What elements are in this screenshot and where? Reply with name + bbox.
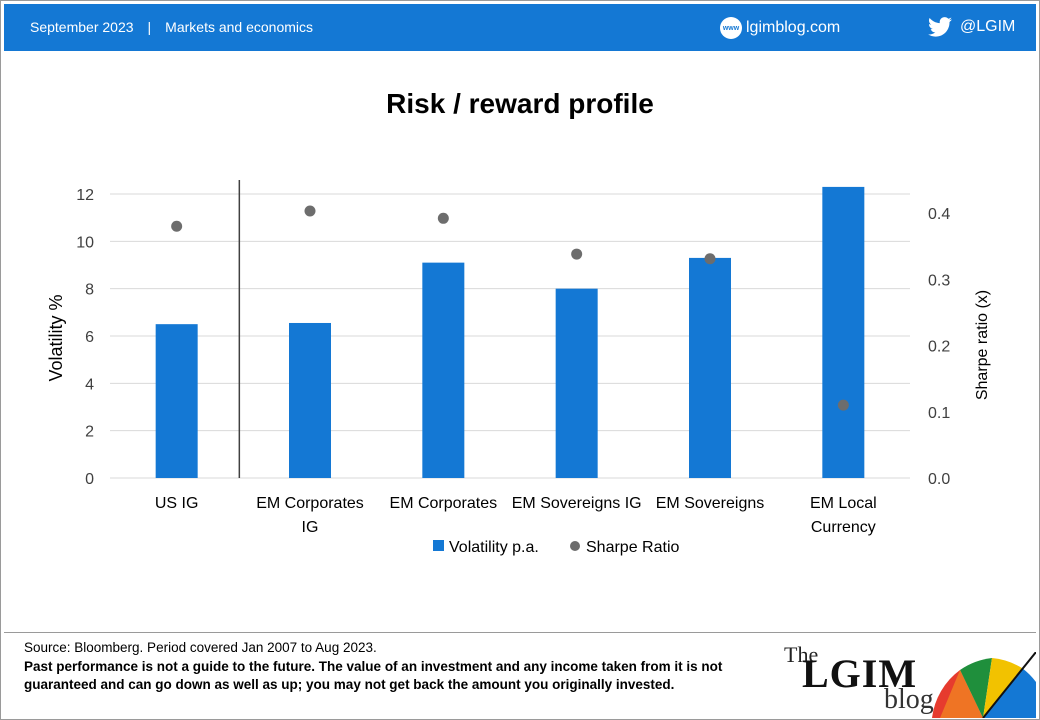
y2-tick-label: 0.1 (928, 405, 950, 422)
y2-axis-title: Sharpe ratio (x) (974, 290, 991, 400)
disclaimer-text: Past performance is not a guide to the f… (24, 659, 723, 692)
umbrella-logo-icon (932, 652, 1036, 718)
sharpe-ratio-point (437, 212, 449, 224)
header-date: September 2023 (30, 19, 134, 35)
volatility-bar (155, 324, 198, 478)
sharpe-ratio-point (171, 220, 183, 232)
x-tick-label: EM Local (810, 495, 877, 512)
volatility-bar (422, 262, 465, 478)
volatility-bar (822, 186, 865, 478)
x-tick-label: IG (302, 519, 319, 536)
site-label: lgimblog.com (746, 19, 841, 36)
header-bar: September 2023 | Markets and economics www… (4, 4, 1036, 51)
header-separator: | (147, 19, 152, 35)
globe-www-icon: www (720, 17, 742, 39)
y2-tick-label: 0.3 (928, 272, 950, 289)
x-tick-label: Currency (811, 519, 876, 536)
volatility-bar (689, 257, 731, 478)
y-axis-title: Volatility % (46, 294, 66, 381)
lgim-blog-logo: The LGIM blog (780, 640, 1036, 718)
site-link[interactable]: www lgimblog.com (720, 17, 840, 39)
twitter-link[interactable]: @LGIM (928, 17, 1015, 37)
volatility-bar (555, 288, 598, 478)
y-tick-label: 6 (85, 329, 94, 346)
y-tick-label: 0 (85, 471, 94, 488)
y-tick-label: 8 (85, 282, 94, 299)
sharpe-ratio-point (837, 399, 849, 411)
sharpe-ratio-point (704, 253, 716, 265)
header-category: Markets and economics (165, 19, 314, 35)
sharpe-ratio-point (304, 205, 316, 217)
volatility-bar (289, 322, 331, 478)
x-tick-label: US IG (155, 495, 199, 512)
logo-lgim-text: LGIM (802, 651, 918, 696)
chart-title: Risk / reward profile (386, 88, 654, 119)
y-tick-label: 10 (76, 234, 94, 251)
x-tick-label: EM Sovereigns (656, 495, 765, 512)
x-tick-label: EM Corporates (256, 495, 364, 512)
legend-label-sharpe: Sharpe Ratio (586, 539, 679, 556)
footer-divider (4, 632, 1036, 633)
legend-swatch-volatility (433, 540, 444, 551)
twitter-handle: @LGIM (960, 18, 1016, 35)
header-meta: September 2023 | Markets and economics (30, 19, 313, 35)
sharpe-ratio-point (571, 248, 583, 260)
y-tick-label: 4 (85, 376, 94, 393)
y-tick-label: 12 (76, 187, 94, 204)
logo-blog-text: blog (884, 684, 934, 715)
x-tick-label: EM Corporates (390, 495, 498, 512)
y2-tick-label: 0.4 (928, 206, 950, 223)
logo-the-text: The (784, 642, 819, 667)
legend-label-volatility: Volatility p.a. (449, 539, 539, 556)
risk-reward-chart: 0 2 4 6 8 10 12 0.0 0.1 0.2 0.3 0.4 Volatility % Shar… (46, 180, 991, 556)
source-note: Source: Bloomberg. Period covered Jan 20… (24, 640, 377, 655)
x-tick-label: EM Sovereigns IG (512, 495, 642, 512)
y2-tick-label: 0.2 (928, 339, 950, 356)
twitter-bird-icon (928, 17, 952, 37)
legend-swatch-sharpe (570, 541, 580, 551)
y2-tick-label: 0.0 (928, 471, 950, 488)
y-tick-label: 2 (85, 424, 94, 441)
